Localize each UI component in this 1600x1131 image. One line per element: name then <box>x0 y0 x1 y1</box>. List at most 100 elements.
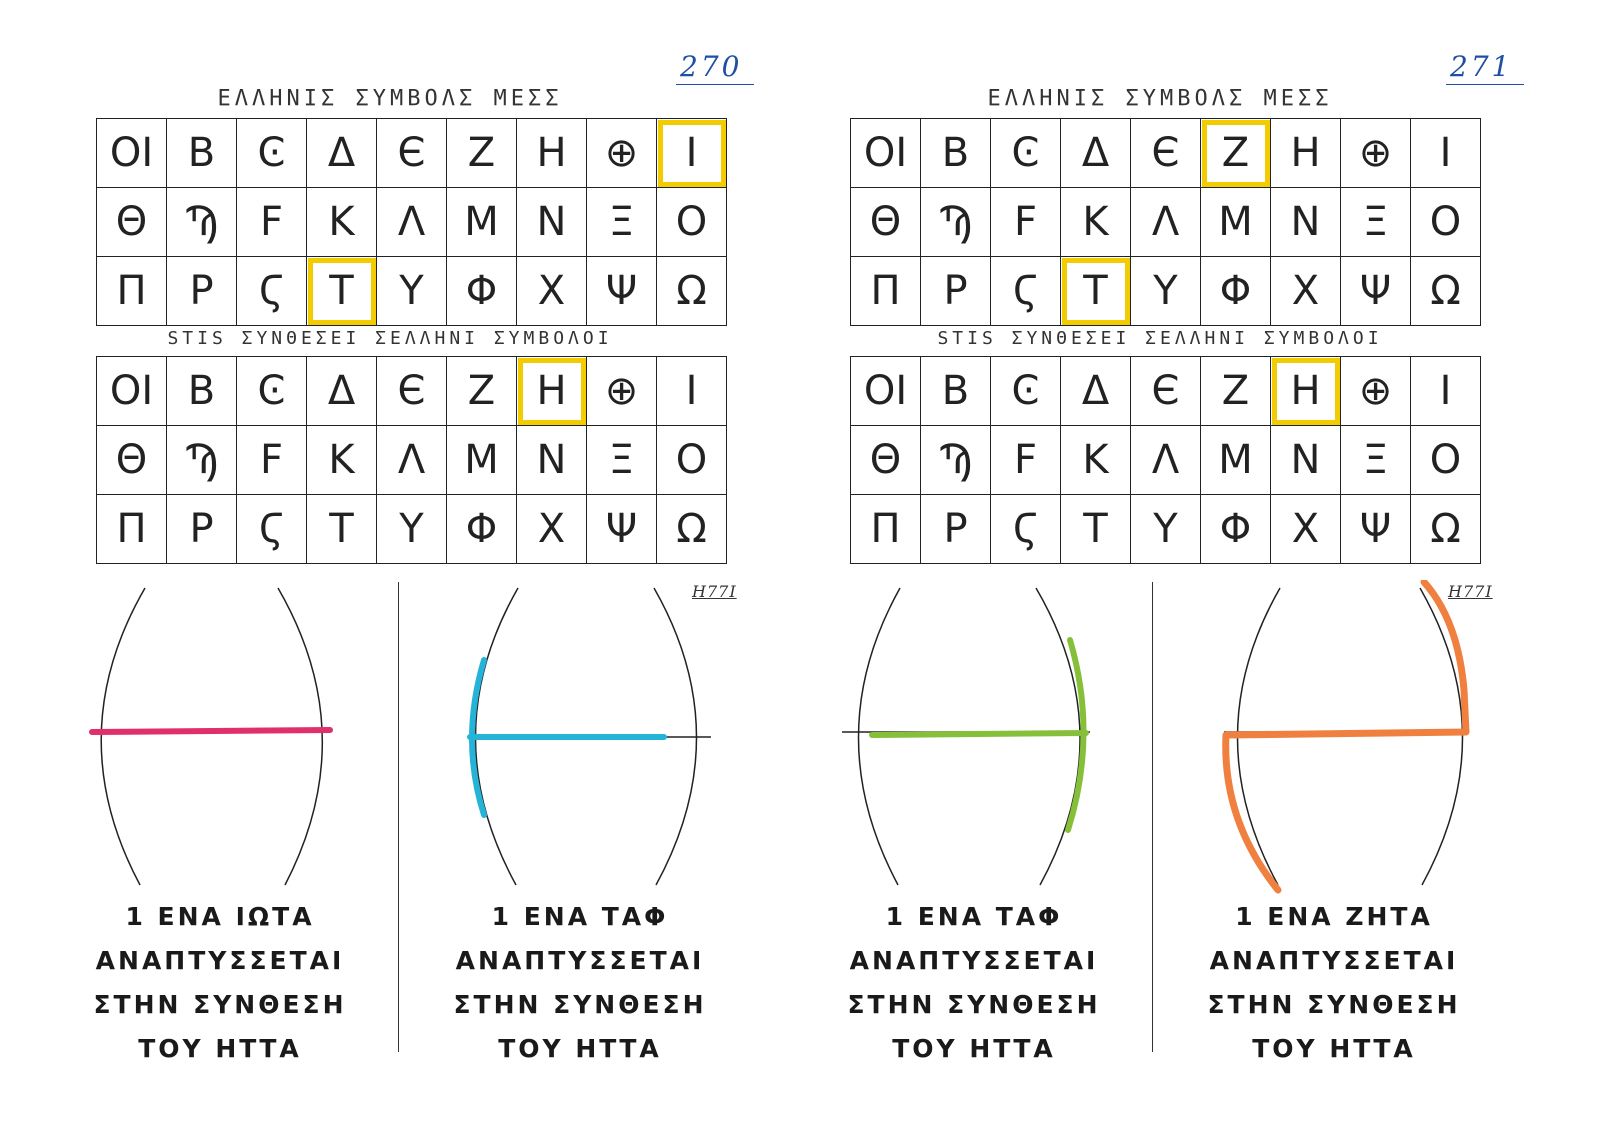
grid-cell: Ν <box>516 187 587 257</box>
grid-cell: Ο <box>1410 187 1481 257</box>
grid-cell: Λ <box>376 425 447 495</box>
grid-cell: Υ <box>376 256 447 326</box>
grid-cell: Ρ <box>166 256 237 326</box>
grid-cell: Ϡ <box>920 425 991 495</box>
page-number: 271 <box>1450 50 1513 83</box>
grid-cell: Ͼ <box>990 118 1061 188</box>
grid-title-top: ΕΛΛΗΝΙΣ ΣΥΜΒΟΛΣ ΜΕΣΣ <box>987 86 1333 111</box>
arc-right <box>1419 587 1464 886</box>
grid-cell: Β <box>166 356 237 426</box>
grid-title-middle: STIS ΣΥΝΘΕΣΕΙ ΣΕΛΛΗΝΙ ΣΥΜΒΟΛΟΙ <box>937 328 1383 349</box>
grid-cell: Μ <box>1200 425 1271 495</box>
grid-cell-highlighted: Ι <box>656 118 727 188</box>
grid-row: ΟΙ Β Ͼ Δ Є Ζ Η ⊕ Ι <box>96 356 727 426</box>
grid-cell: Ψ <box>1340 256 1411 326</box>
grid-cell-highlighted: Ζ <box>1200 118 1271 188</box>
grid-cell: Ξ <box>1340 425 1411 495</box>
grid-cell: Ο <box>656 425 727 495</box>
grid-cell: Χ <box>1270 494 1341 564</box>
grid-cell: F <box>236 187 307 257</box>
grid-cell: Κ <box>1060 425 1131 495</box>
grid-cell: F <box>990 187 1061 257</box>
grid-cell: Λ <box>1130 187 1201 257</box>
diagram-panel-tau <box>842 587 1090 886</box>
grid-cell: Ϛ <box>236 494 307 564</box>
grid-cell: ΟΙ <box>850 356 921 426</box>
panel-divider <box>1152 582 1153 1052</box>
grid-cell: Ξ <box>586 425 657 495</box>
caption-line: ΑΝΑΠΤΥΣΣΕΤΑΙ <box>455 946 705 975</box>
corner-code: Η77Ι <box>1448 582 1493 601</box>
grid-cell: Δ <box>306 356 377 426</box>
grid-cell: ⊕ <box>586 356 657 426</box>
page-number: 270 <box>680 50 743 83</box>
grid-row: ΟΙ Β Ͼ Δ Є Ζ Η ⊕ Ι <box>96 118 727 188</box>
grid-cell: Β <box>920 118 991 188</box>
grid-cell: ΟΙ <box>96 356 167 426</box>
grid-cell: Ν <box>516 425 587 495</box>
grid-cell: Ι <box>1410 118 1481 188</box>
highlight-zeta-stroke <box>1222 580 1470 894</box>
grid-cell: ΟΙ <box>96 118 167 188</box>
caption-line: ΣΤΗΝ ΣΥΝΘΕΣΗ <box>453 990 707 1019</box>
grid-cell: Ϡ <box>166 425 237 495</box>
grid-cell: Ι <box>1410 356 1481 426</box>
grid-cell: Χ <box>516 494 587 564</box>
grid-cell: Ω <box>1410 494 1481 564</box>
diagram-panel-tau <box>467 587 711 886</box>
panel-divider <box>398 582 399 1052</box>
grid-cell: Ν <box>1270 425 1341 495</box>
grid-cell: Μ <box>1200 187 1271 257</box>
page-left: 270 ΕΛΛΗΝΙΣ ΣΥΜΒΟΛΣ ΜΕΣΣ ΟΙ Β Ͼ Δ Є Ζ Η ⊕ Ι Θ Ϡ F Κ Λ… <box>0 0 780 1131</box>
grid-cell: Η <box>1270 118 1341 188</box>
grid-cell: Ρ <box>166 494 237 564</box>
grid-cell: Ο <box>1410 425 1481 495</box>
grid-cell: Δ <box>1060 356 1131 426</box>
grid-cell: ⊕ <box>586 118 657 188</box>
highlight-tau-stroke <box>869 637 1089 833</box>
grid-cell-highlighted: Η <box>516 356 587 426</box>
grid-cell: Ω <box>656 256 727 326</box>
grid-cell: ΟΙ <box>850 118 921 188</box>
corner-code: Η77Ι <box>692 582 737 601</box>
arc-right <box>277 587 324 886</box>
caption-line: ΣΤΗΝ ΣΥΝΘΕΣΗ <box>847 990 1101 1019</box>
grid-cell: ⊕ <box>1340 118 1411 188</box>
grid-cell: Θ <box>850 425 921 495</box>
caption-iota: 1 ΕΝΑ ΙΩΤΑ ΑΝΑΠΤΥΣΣΕΤΑΙ ΣΤΗΝ ΣΥΝΘΕΣΗ ΤΟΥ… <box>70 895 370 1071</box>
grid-cell: Θ <box>96 187 167 257</box>
caption-line: ΤΟΥ ΗΤΤΑ <box>892 1034 1056 1063</box>
grid-cell: Υ <box>1130 494 1201 564</box>
grid-cell: Є <box>376 118 447 188</box>
grid-cell: Ξ <box>1340 187 1411 257</box>
caption-line: ΤΟΥ ΗΤΤΑ <box>1252 1034 1416 1063</box>
grid-cell: Μ <box>446 425 517 495</box>
grid-cell: Ϛ <box>236 256 307 326</box>
page-number-underline <box>1446 84 1524 85</box>
grid-row: ΟΙ Β Ͼ Δ Є Ζ Η ⊕ Ι <box>850 356 1481 426</box>
grid-cell: Π <box>96 256 167 326</box>
caption-tau: 1 ΕΝΑ ΤΑΦ ΑΝΑΠΤΥΣΣΕΤΑΙ ΣΤΗΝ ΣΥΝΘΕΣΗ ΤΟΥ … <box>824 895 1124 1071</box>
letter-grid-top: ΟΙ Β Ͼ Δ Є Ζ Η ⊕ Ι Θ Ϡ F Κ Λ Μ Ν Ξ Ο Π Ρ Ϛ Τ Υ Φ Χ Ψ Ω <box>850 118 1481 326</box>
grid-cell: Λ <box>376 187 447 257</box>
grid-cell: Π <box>96 494 167 564</box>
grid-cell: Ρ <box>920 256 991 326</box>
caption-line: ΤΟΥ ΗΤΤΑ <box>138 1034 302 1063</box>
caption-line: ΑΝΑΠΤΥΣΣΕΤΑΙ <box>95 946 345 975</box>
grid-cell: Є <box>376 356 447 426</box>
grid-cell: Υ <box>1130 256 1201 326</box>
diagram-panel-zeta <box>1222 580 1470 894</box>
grid-cell: Ͼ <box>236 356 307 426</box>
grid-cell: Ζ <box>1200 356 1271 426</box>
grid-cell-highlighted: Τ <box>306 256 377 326</box>
grid-cell: Ζ <box>446 118 517 188</box>
grid-title-top: ΕΛΛΗΝΙΣ ΣΥΜΒΟΛΣ ΜΕΣΣ <box>217 86 563 111</box>
grid-cell: Λ <box>1130 425 1201 495</box>
